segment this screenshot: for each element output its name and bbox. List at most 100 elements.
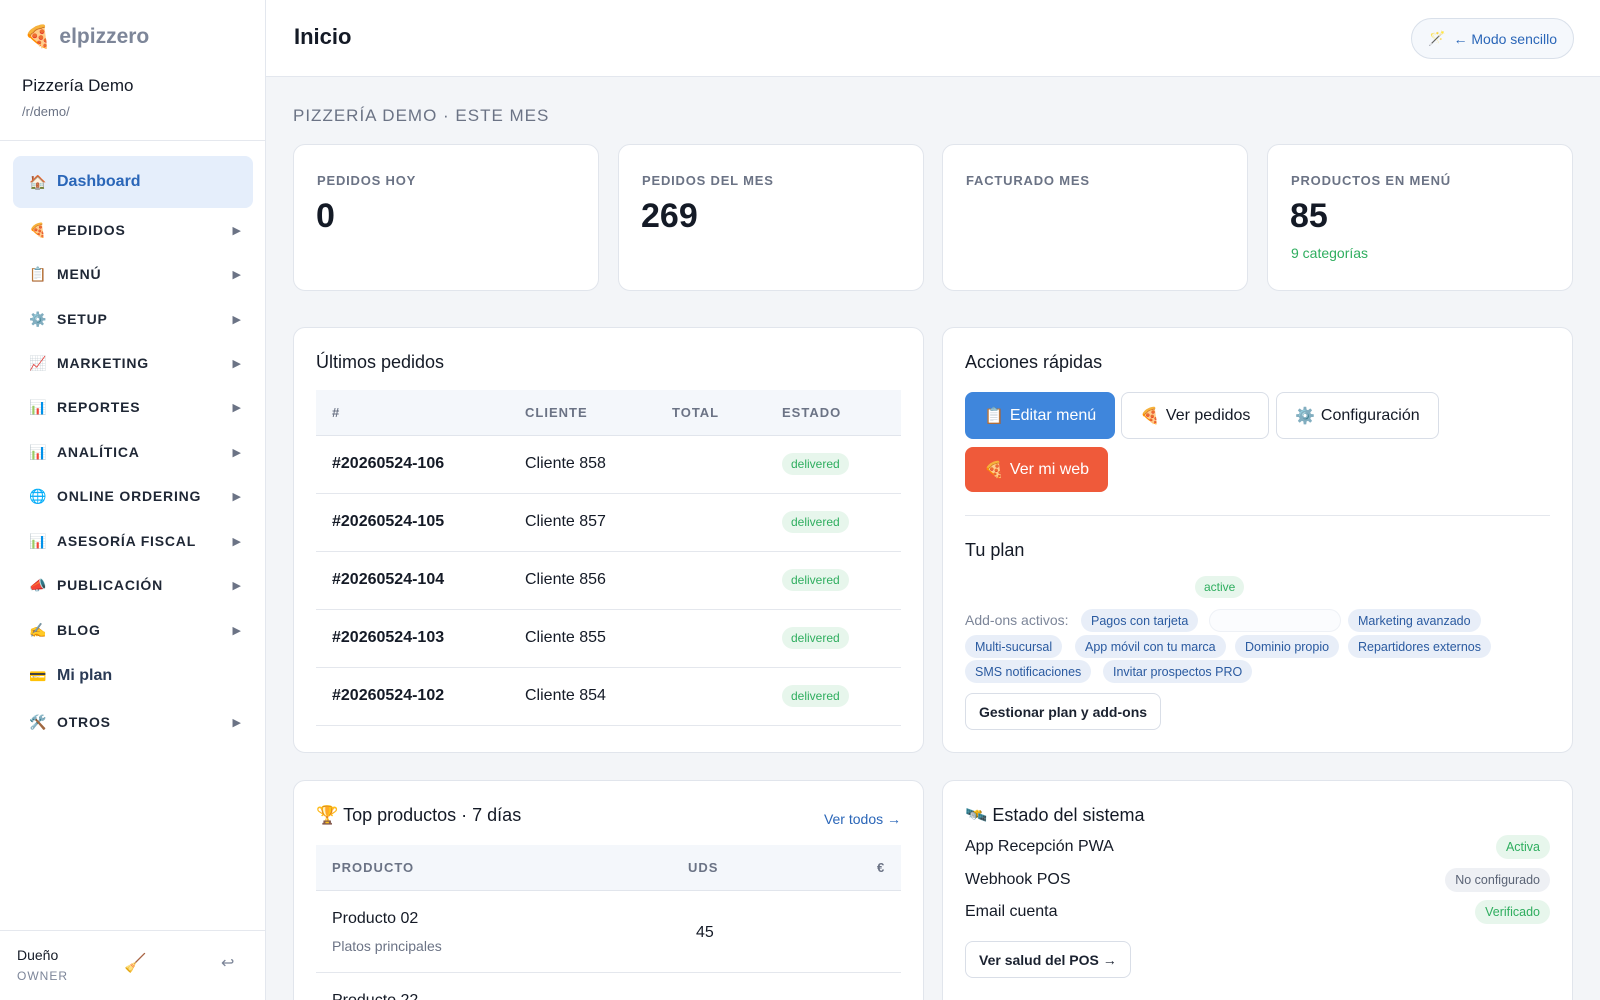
brand-name: elpizzero <box>59 25 150 48</box>
sidebar-item-menu[interactable]: 📋 MENÚ ▶ <box>13 252 253 296</box>
status-badge: Activa <box>1495 835 1550 859</box>
order-id[interactable]: #20260524-105 <box>332 513 445 530</box>
view-orders-button[interactable]: 🍕 Ver pedidos <box>1121 392 1270 439</box>
manage-plan-button[interactable]: Gestionar plan y add-ons <box>965 693 1162 730</box>
order-client: Cliente 854 <box>525 687 606 704</box>
addon-chip: SMS notificaciones <box>965 660 1092 683</box>
sidebar-divider <box>0 140 265 141</box>
sidebar-item-blog[interactable]: ✍️ BLOG ▶ <box>13 608 253 652</box>
top-header: Inicio 🪄 ← Modo sencillo <box>266 0 1600 77</box>
sidebar-item-label: PEDIDOS <box>57 222 126 238</box>
bar-chart-icon: 📊 <box>29 443 47 460</box>
table-row[interactable]: #20260524-106 Cliente 858 delivered <box>316 436 901 494</box>
expand-arrow-icon[interactable]: ▶ <box>232 224 241 237</box>
stat-label: PRODUCTOS EN MENÚ <box>1291 173 1451 188</box>
sidebar-item-asesoria-fiscal[interactable]: 📊 ASESORÍA FISCAL ▶ <box>13 519 253 563</box>
bar-chart-icon: 📊 <box>29 398 47 415</box>
column-header: ESTADO <box>782 405 842 420</box>
logout-icon[interactable]: ↩ <box>221 955 235 972</box>
sidebar-item-analitica[interactable]: 📊 ANALÍTICA ▶ <box>13 430 253 474</box>
status-badge: delivered <box>782 569 849 591</box>
sidebar-item-pedidos[interactable]: 🍕 PEDIDOS ▶ <box>13 208 253 252</box>
stat-value: 269 <box>641 197 698 235</box>
sidebar-item-label: REPORTES <box>57 399 141 415</box>
stat-card-facturado-mes: FACTURADO MES <box>942 144 1248 291</box>
status-badge: delivered <box>782 685 849 707</box>
table-row[interactable]: Producto 02 Platos principales 45 <box>316 891 901 973</box>
gear-icon: ⚙️ <box>29 310 47 327</box>
order-id[interactable]: #20260524-104 <box>332 571 445 588</box>
globe-icon: 🌐 <box>29 487 47 504</box>
sidebar-item-marketing[interactable]: 📈 MARKETING ▶ <box>13 341 253 385</box>
view-website-label: Ver mi web <box>1009 460 1090 478</box>
sidebar: 🍕 elpizzero Pizzería Demo /r/demo/ 🏠 Das… <box>0 0 266 1000</box>
addon-chip: App móvil con tu marca <box>1075 635 1226 658</box>
table-header: PRODUCTO UDS € <box>316 845 901 891</box>
expand-arrow-icon[interactable]: ▶ <box>232 716 241 729</box>
order-id[interactable]: #20260524-102 <box>332 687 445 704</box>
sidebar-item-reportes[interactable]: 📊 REPORTES ▶ <box>13 385 253 429</box>
stat-value: 85 <box>1290 197 1328 235</box>
system-status-card: 🛰️ Estado del sistema App Recepción PWA … <box>942 780 1573 1000</box>
settings-button[interactable]: ⚙️ Configuración <box>1276 392 1439 439</box>
sidebar-item-label: SETUP <box>57 311 108 327</box>
product-category: Platos principales <box>332 938 442 954</box>
view-all-link[interactable]: Ver todos → <box>823 811 901 827</box>
product-units: 45 <box>696 924 714 941</box>
table-row[interactable]: #20260524-103 Cliente 855 delivered <box>316 610 901 668</box>
home-icon: 🏠 <box>29 173 47 190</box>
view-website-button[interactable]: 🍕 Ver mi web <box>965 447 1109 492</box>
addon-chip: Repartidores externos <box>1348 635 1491 658</box>
brand-logo[interactable]: 🍕 elpizzero <box>24 24 149 50</box>
expand-arrow-icon[interactable]: ▶ <box>232 401 241 414</box>
sidebar-item-online-ordering[interactable]: 🌐 ONLINE ORDERING ▶ <box>13 474 253 518</box>
expand-arrow-icon[interactable]: ▶ <box>232 579 241 592</box>
order-client: Cliente 856 <box>525 571 606 588</box>
edit-menu-label: Editar menú <box>1009 406 1097 424</box>
view-orders-label: Ver pedidos <box>1165 406 1251 424</box>
credit-card-icon: 💳 <box>29 667 47 684</box>
expand-arrow-icon[interactable]: ▶ <box>232 446 241 459</box>
sidebar-item-publicacion[interactable]: 📣 PUBLICACIÓN ▶ <box>13 563 253 607</box>
table-row[interactable]: #20260524-102 Cliente 854 delivered <box>316 668 901 726</box>
sidebar-item-setup[interactable]: ⚙️ SETUP ▶ <box>13 297 253 341</box>
sidebar-item-label: OTROS <box>57 714 111 730</box>
sidebar-item-dashboard[interactable]: 🏠 Dashboard <box>13 156 253 208</box>
sidebar-item-mi-plan[interactable]: 💳 Mi plan <box>13 654 253 698</box>
system-row-label: App Recepción PWA <box>965 838 1114 855</box>
order-client: Cliente 857 <box>525 513 606 530</box>
expand-arrow-icon[interactable]: ▶ <box>232 624 241 637</box>
sidebar-item-otros[interactable]: 🛠️ OTROS ▶ <box>13 700 253 744</box>
simple-mode-button[interactable]: 🪄 ← Modo sencillo <box>1411 18 1574 59</box>
expand-arrow-icon[interactable]: ▶ <box>232 490 241 503</box>
addon-chip: Dominio propio <box>1235 635 1340 658</box>
addons-label: Add-ons activos: <box>965 612 1069 628</box>
restaurant-slug: /r/demo/ <box>22 104 70 119</box>
system-row-label: Webhook POS <box>965 871 1071 888</box>
column-header: CLIENTE <box>525 405 588 420</box>
clipboard-icon: 📋 <box>29 265 47 282</box>
addon-chip: Invitar prospectos PRO <box>1103 660 1253 683</box>
pizza-icon: 🍕 <box>24 24 52 49</box>
broom-icon[interactable]: 🧹 <box>124 953 147 973</box>
expand-arrow-icon[interactable]: ▶ <box>232 268 241 281</box>
edit-menu-button[interactable]: 📋 Editar menú <box>965 392 1116 439</box>
bar-chart-icon: 📊 <box>29 532 47 549</box>
sidebar-item-label: ASESORÍA FISCAL <box>57 533 197 549</box>
megaphone-icon: 📣 <box>29 576 47 593</box>
stat-card-pedidos-mes: PEDIDOS DEL MES 269 <box>618 144 924 291</box>
top-products-card: 🏆 Top productos · 7 días Ver todos → PRO… <box>293 780 924 1000</box>
order-id[interactable]: #20260524-106 <box>332 455 445 472</box>
addon-chip <box>1209 609 1341 632</box>
expand-arrow-icon[interactable]: ▶ <box>232 313 241 326</box>
pos-health-button[interactable]: Ver salud del POS → <box>965 941 1131 978</box>
pizza-icon: 🍕 <box>984 461 1004 479</box>
writing-hand-icon: ✍️ <box>29 621 47 638</box>
table-row[interactable]: #20260524-104 Cliente 856 delivered <box>316 552 901 610</box>
order-id[interactable]: #20260524-103 <box>332 629 445 646</box>
table-row[interactable]: #20260524-105 Cliente 857 delivered <box>316 494 901 552</box>
table-row[interactable]: Producto 22 <box>316 973 901 1000</box>
sidebar-item-label: BLOG <box>57 622 101 638</box>
expand-arrow-icon[interactable]: ▶ <box>232 357 241 370</box>
expand-arrow-icon[interactable]: ▶ <box>232 535 241 548</box>
